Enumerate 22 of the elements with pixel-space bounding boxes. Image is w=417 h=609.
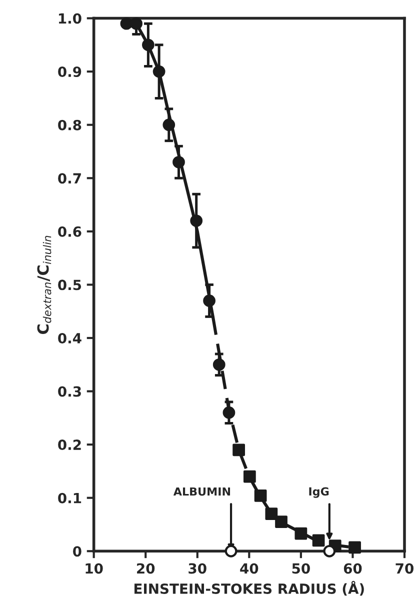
x-tick-label: 30: [188, 563, 206, 574]
y-tick-label: 0.6: [58, 226, 82, 237]
y-tick-label: 1.0: [58, 13, 82, 24]
annotation: ALBUMIN: [173, 487, 230, 496]
y-tick-label: 0.4: [58, 332, 82, 344]
y-tick-label: 0.5: [58, 280, 82, 290]
x-tick-label: 10: [86, 563, 103, 574]
x-tick-label: 50: [292, 563, 310, 574]
x-tick-label: 70: [396, 563, 414, 574]
y-tick-label: 0.2: [58, 440, 81, 450]
y-axis-title: C$_{dextran}$/C$_{inulin}$: [37, 236, 52, 334]
y-tick-label: 0.9: [58, 66, 82, 78]
x-tick-label: 20: [137, 563, 155, 574]
x-tick-label: 60: [344, 563, 362, 574]
y-tick-label: 0: [73, 546, 82, 557]
annotation: IgG: [309, 487, 329, 498]
y-tick-label: 0.3: [58, 386, 81, 397]
x-axis-title: EINSTEIN-STOKES RADIUS (Å): [134, 580, 364, 596]
y-tick-label: 0.7: [58, 173, 81, 184]
y-tick-label: 0.1: [58, 492, 82, 504]
y-tick-label: 0.8: [58, 120, 82, 130]
x-tick-label: 40: [240, 563, 258, 574]
